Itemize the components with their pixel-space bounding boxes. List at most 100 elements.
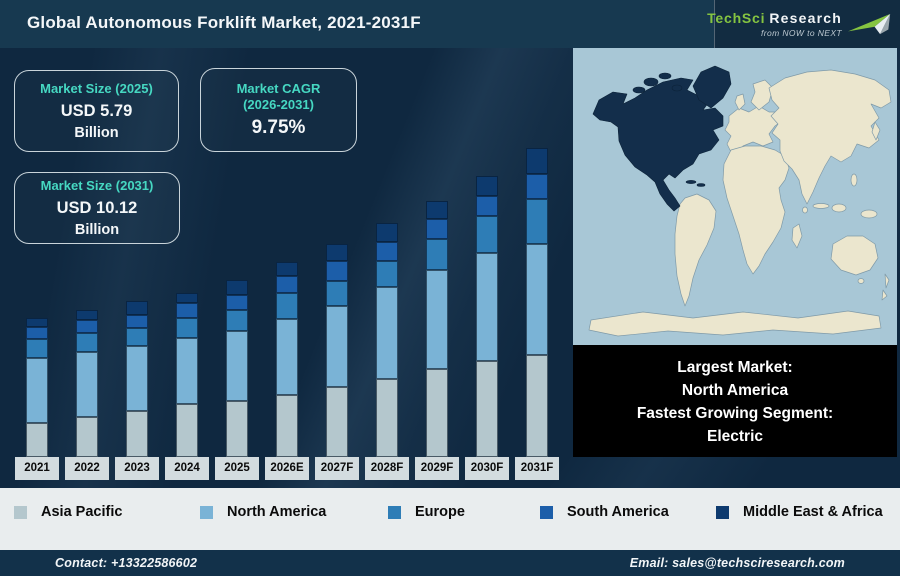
bar-segment-south-america [226, 295, 248, 310]
bar-segment-europe [376, 261, 398, 287]
stat-value: USD 10.12 [56, 198, 138, 217]
bar-segment-middle-east-africa [26, 318, 48, 327]
axis-label-2022: 2022 [65, 457, 109, 480]
legend-label-europe: Europe [415, 504, 465, 520]
bar-segment-asia-pacific [426, 369, 448, 457]
bar-segment-middle-east-africa [226, 280, 248, 295]
map-arctic-island [671, 84, 683, 92]
callout-line: Fastest Growing Segment: [636, 405, 834, 422]
bar-segment-asia-pacific [226, 401, 248, 457]
map-asia [768, 69, 892, 205]
axis-label-2029F: 2029F [415, 457, 459, 480]
footer-bar: Contact: +13322586602 Email: sales@techs… [0, 550, 900, 576]
axis-label-2026E: 2026E [265, 457, 309, 480]
callout-line: Electric [706, 428, 763, 445]
stat-value: 9.75% [251, 116, 306, 138]
map-scandinavia [750, 79, 774, 111]
axis-label-2025: 2025 [215, 457, 259, 480]
bar-segment-europe [176, 318, 198, 338]
map-north-america-highlight [592, 77, 724, 212]
bar-segment-europe [426, 239, 448, 270]
legend-swatch-asia-pacific [14, 505, 27, 519]
map-new-guinea [860, 209, 878, 219]
x-axis: 2021 2022 2023 2024 2025 2026E 2027F 2028F 2029F… [0, 457, 573, 481]
map-south-america [674, 193, 717, 307]
legend-swatch-north-america [200, 505, 213, 519]
page-title: Global Autonomous Forklift Market, 2021-… [27, 13, 421, 32]
bar-2030F [476, 176, 498, 457]
bar-segment-north-america [476, 253, 498, 361]
map-sri-lanka [802, 206, 808, 214]
bar-segment-europe [476, 216, 498, 253]
map-caribbean-island [696, 183, 706, 187]
callout-line: North America [681, 382, 789, 399]
legend-swatch-europe [388, 505, 401, 519]
bar-segment-north-america [26, 358, 48, 423]
bar-segment-asia-pacific [126, 411, 148, 457]
stacked-bar-chart [0, 48, 573, 457]
logo-tagline: from NOW to NEXT [760, 27, 842, 38]
legend-label-south-america: South America [567, 504, 669, 520]
axis-label-2023: 2023 [115, 457, 159, 480]
bar-segment-north-america [276, 319, 298, 395]
map-greenland-highlight [692, 65, 732, 109]
header-bar: Global Autonomous Forklift Market, 2021-… [0, 0, 900, 48]
logo-text: TechSci Research from NOW to NEXT [707, 11, 842, 38]
bar-segment-europe [226, 310, 248, 331]
world-map-svg [573, 48, 897, 345]
axis-label-2021: 2021 [15, 457, 59, 480]
stat-unit: Billion [74, 221, 120, 238]
bar-segment-south-america [326, 261, 348, 281]
bar-segment-north-america [326, 306, 348, 387]
bar-segment-asia-pacific [526, 355, 548, 457]
map-british-isles [734, 93, 746, 111]
footer-contact: Contact: +13322586602 [55, 556, 198, 570]
map-arctic-island [658, 72, 672, 80]
stat-box-market-size-2031: Market Size (2031) USD 10.12 Billion [14, 172, 180, 244]
bar-segment-north-america [176, 338, 198, 404]
stat-box-market-cagr: Market CAGR (2026-2031) 9.75% [200, 68, 357, 152]
bar-segment-middle-east-africa [176, 293, 198, 303]
bar-segment-europe [126, 328, 148, 346]
bar-2023 [126, 301, 148, 457]
legend-label-north-america: North America [227, 504, 327, 520]
stat-unit: Billion [74, 124, 119, 141]
bar-segment-asia-pacific [176, 404, 198, 457]
bar-segment-asia-pacific [476, 361, 498, 457]
bar-2022 [76, 310, 98, 457]
bar-2027F [326, 244, 348, 457]
bar-segment-north-america [126, 346, 148, 411]
axis-label-2030F: 2030F [465, 457, 509, 480]
stat-label-line1: Market CAGR [236, 81, 321, 97]
bar-2029F [426, 201, 448, 457]
bar-2025 [226, 280, 248, 457]
map-madagascar [791, 223, 803, 249]
bar-segment-asia-pacific [326, 387, 348, 457]
bar-2031F [526, 148, 548, 457]
bar-segment-south-america [176, 303, 198, 318]
map-sumatra [812, 203, 830, 209]
bar-segment-south-america [376, 242, 398, 261]
legend-item-north-america: North America [200, 504, 326, 520]
bar-segment-middle-east-africa [376, 223, 398, 242]
stat-label-line2: (2026-2031) [243, 97, 314, 112]
bar-segment-south-america [76, 320, 98, 333]
stat-value: USD 5.79 [60, 101, 133, 120]
bar-segment-europe [326, 281, 348, 306]
logo-brand-secondary: Research [769, 9, 842, 26]
bar-segment-south-america [426, 219, 448, 239]
bar-segment-south-america [26, 327, 48, 339]
axis-label-2028F: 2028F [365, 457, 409, 480]
techsci-logo: TechSci Research from NOW to NEXT [707, 0, 900, 48]
paper-plane-arrow-icon [848, 13, 891, 35]
bar-segment-asia-pacific [26, 423, 48, 457]
bar-segment-asia-pacific [376, 379, 398, 457]
bar-segment-north-america [426, 270, 448, 369]
legend-swatch-middle-east-africa [716, 505, 729, 519]
bar-segment-europe [76, 333, 98, 352]
bar-segment-south-america [476, 196, 498, 216]
world-map [573, 48, 897, 345]
bar-segment-asia-pacific [76, 417, 98, 457]
map-arctic-island [643, 77, 659, 87]
